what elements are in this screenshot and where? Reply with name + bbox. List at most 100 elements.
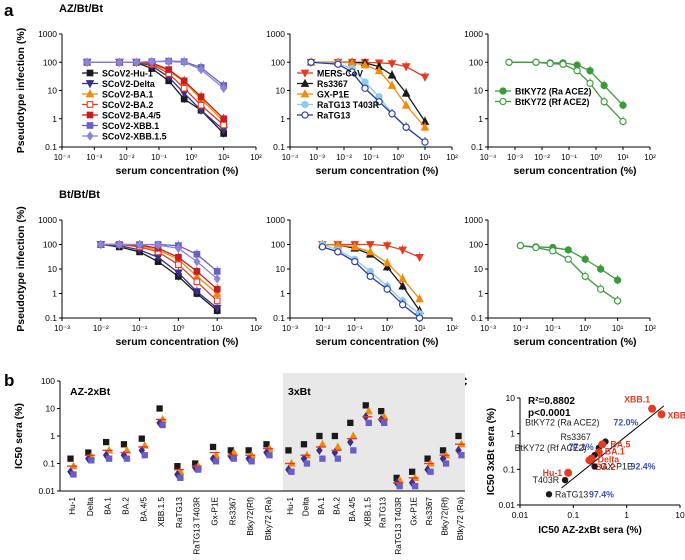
point-t403r: T403R xyxy=(533,475,569,485)
y-tick-label: 10 xyxy=(474,86,484,96)
x-axis-title: serum concentration (%) xyxy=(315,165,438,177)
point-label: XBB.1.5 xyxy=(668,410,685,420)
data-point xyxy=(212,304,222,314)
legend-marker xyxy=(85,89,95,98)
data-point xyxy=(197,93,205,101)
x-axis-title: serum concentration (%) xyxy=(513,336,636,348)
category-btky72-ra-: Btky72 (Ra) xyxy=(263,441,274,540)
data-point xyxy=(334,60,342,68)
y-tick-label: 1000 xyxy=(464,215,483,225)
y-tick-label: 10 xyxy=(474,264,484,274)
x-tick-label: 10¹ xyxy=(419,153,431,162)
y-tick-label: 1000 xyxy=(38,29,57,39)
x-tick-label: 10⁻² xyxy=(93,324,109,333)
percent-label: 77.1% xyxy=(569,442,594,452)
data-point xyxy=(586,67,594,75)
y-tick-label: 1 xyxy=(478,114,483,124)
data-point xyxy=(220,83,228,93)
legend-label: GX-P1E xyxy=(317,90,349,100)
y-tick-label: 1 xyxy=(478,289,483,299)
line-chart-a3: 0.1 1 10 100 1000 10⁻⁴ 10⁻³ 10⁻² 10⁻¹ 10⁰ 10¹ 10² se… xyxy=(464,29,656,177)
stat-label: p<0.0001 xyxy=(528,408,571,419)
x-tick-label: 10⁰ xyxy=(579,324,591,333)
point-xbb-1: XBB.1 xyxy=(624,395,657,413)
group-title: 3xBt xyxy=(288,386,311,398)
data-point xyxy=(195,466,202,473)
group-title: AZ-2xBt xyxy=(70,386,111,398)
category-delta: Delta xyxy=(84,449,96,516)
x-tick-label: 10¹ xyxy=(211,324,223,333)
legend-label: SCoV2-BA.1 xyxy=(102,90,153,100)
data-point xyxy=(401,88,411,97)
x-tick-label: Gx-P1E xyxy=(410,496,419,525)
data-point xyxy=(382,242,392,251)
data-point xyxy=(88,457,95,464)
x-tick-label: 10⁻¹ xyxy=(545,324,561,333)
data-point xyxy=(586,79,594,87)
point-label: BA.2 xyxy=(595,462,615,472)
data-point xyxy=(424,455,431,462)
data-point xyxy=(455,432,462,440)
category-rs3367: Rs3367 xyxy=(424,455,435,526)
data-point xyxy=(248,458,255,465)
legend-marker xyxy=(499,97,507,106)
data-point xyxy=(516,241,525,250)
x-tick-label: RaTG13 T403R xyxy=(193,497,202,555)
x-tick-label: 10² xyxy=(644,324,656,333)
y-tick-label: 10 xyxy=(46,404,56,414)
y-tick-label: 1 xyxy=(510,429,515,439)
data-point xyxy=(209,443,217,451)
line-chart-a2: 0.1 1 10 100 1000 10⁻⁴ 10⁻³ 10⁻² 10⁻¹ 10⁰ 10¹ 10² se… xyxy=(266,29,458,177)
category-xbb-1-5: XBB.1.5 xyxy=(156,405,167,527)
data-point xyxy=(458,452,465,459)
legend-marker xyxy=(86,122,94,129)
legend-label: SCoV2-Hu-1 xyxy=(102,69,153,79)
data-point xyxy=(415,314,424,322)
data-point xyxy=(154,240,162,250)
y-tick-label: 1 xyxy=(280,289,285,299)
category-gx-p1e: Gx-P1E xyxy=(209,443,221,526)
category-ba-1: BA.1 xyxy=(315,432,327,515)
x-tick-label: Rs3367 xyxy=(425,497,434,526)
series-scov2-xbb-1-5 xyxy=(83,56,228,93)
x-tick-label: XBB.1.5 xyxy=(363,497,372,527)
point-label: XBB.1 xyxy=(624,395,650,405)
x-tick-label: 10⁻² xyxy=(336,153,352,162)
data-point xyxy=(420,73,430,82)
y-tick-label: 100 xyxy=(43,57,57,67)
legend-marker xyxy=(86,111,94,119)
x-tick-label: 1 xyxy=(624,510,629,520)
line-chart-a1: 0.1 1 10 100 1000 10⁻⁴ 10⁻³ 10⁻² 10⁻¹ 10⁰ 10¹ 10² se… xyxy=(15,3,262,177)
data-point xyxy=(174,463,181,470)
x-tick-label: BA.1 xyxy=(317,497,326,515)
data-point xyxy=(532,58,540,66)
y-tick-label: 0.1 xyxy=(471,142,483,152)
y-tick-label: 0.01 xyxy=(38,486,55,496)
y-axis-title: Pseudotype infection (%) xyxy=(15,206,27,331)
data-point xyxy=(230,455,238,462)
y-tick-label: 0.1 xyxy=(471,313,483,323)
point-ba-2: BA.2 xyxy=(585,456,616,472)
y-tick-label: 1000 xyxy=(266,29,285,39)
x-tick-label: 10⁻³ xyxy=(480,324,496,333)
data-point xyxy=(141,452,148,459)
data-point xyxy=(396,483,403,490)
data-point xyxy=(374,65,384,75)
y-tick-label: 0.1 xyxy=(45,142,57,152)
x-tick-label: 10² xyxy=(446,324,458,333)
data-point xyxy=(600,81,608,90)
data-point xyxy=(334,248,342,256)
data-point xyxy=(177,474,184,482)
data-point xyxy=(398,281,407,290)
x-tick-label: 10⁻³ xyxy=(309,153,325,162)
data-point xyxy=(564,468,573,477)
category-ratg13: RaTG13 xyxy=(377,408,389,528)
data-point xyxy=(360,60,370,69)
data-point xyxy=(387,60,397,69)
data-point xyxy=(545,491,553,498)
data-point xyxy=(657,410,666,419)
data-point xyxy=(427,468,434,475)
